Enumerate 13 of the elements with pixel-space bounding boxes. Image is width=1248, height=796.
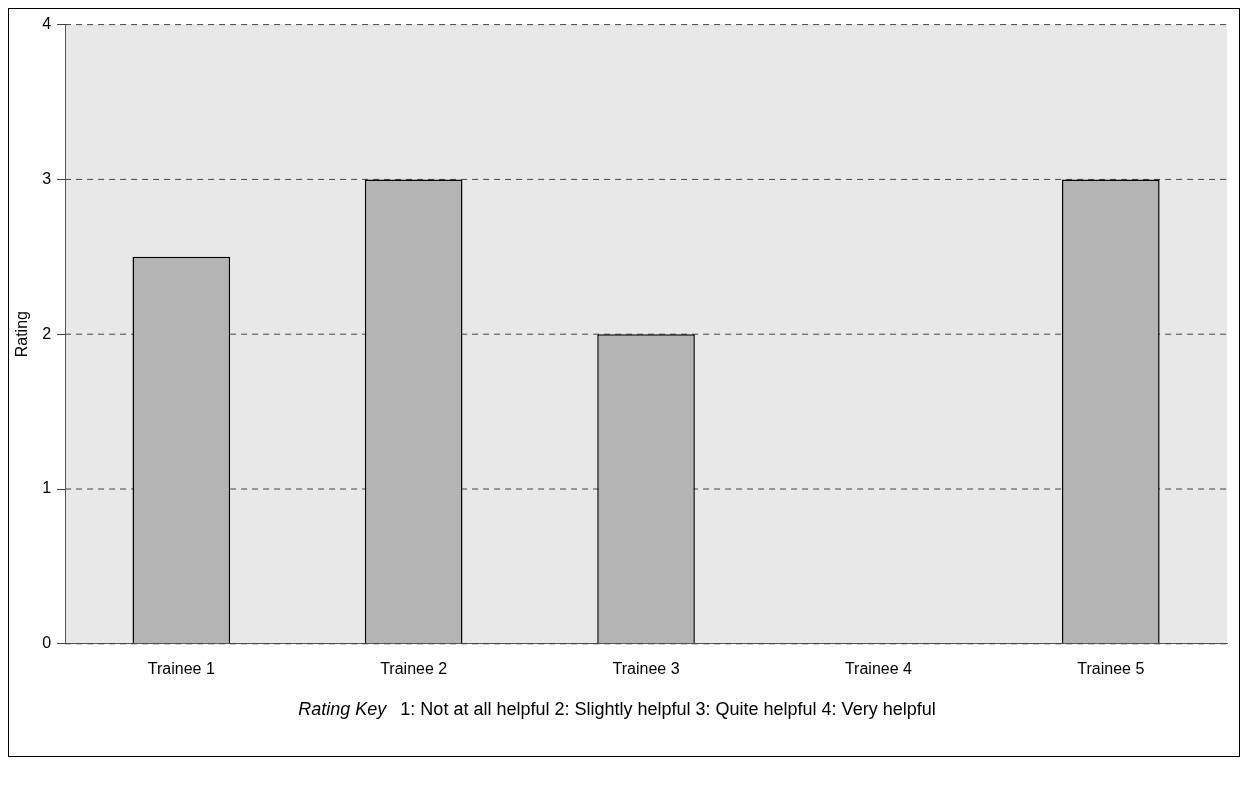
y-tick-label: 3 (42, 169, 52, 187)
text: Rating Key (298, 699, 387, 719)
y-tick-label: 1 (42, 479, 52, 497)
y-tick-label: 4 (42, 15, 52, 33)
y-tick-label: 2 (42, 324, 52, 342)
x-tick-label: Trainee 2 (380, 659, 448, 677)
text: 1: Not at all helpful 2: Slightly helpful 3: Quite helpful 4: Very helpful (400, 699, 936, 719)
y-tick-label: 0 (42, 634, 52, 652)
x-tick-label: Trainee 4 (844, 659, 913, 677)
x-tick-label: Trainee 5 (1077, 659, 1145, 677)
x-tick-label: Trainee 1 (147, 659, 215, 677)
x-tick-label: Trainee 3 (612, 659, 680, 677)
y-axis-title: Rating (13, 311, 31, 358)
